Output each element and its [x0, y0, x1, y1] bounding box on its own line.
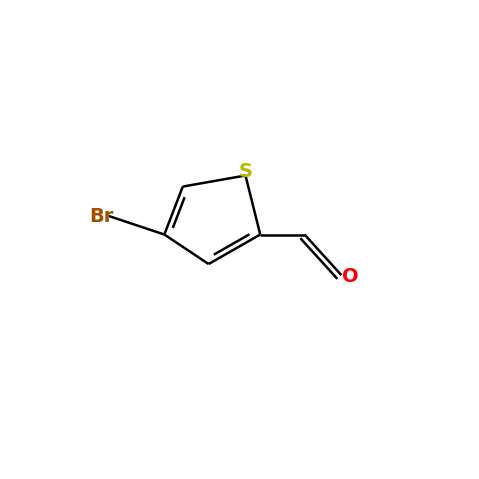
- Text: Br: Br: [90, 206, 114, 226]
- Text: S: S: [239, 162, 252, 182]
- Text: O: O: [342, 267, 359, 286]
